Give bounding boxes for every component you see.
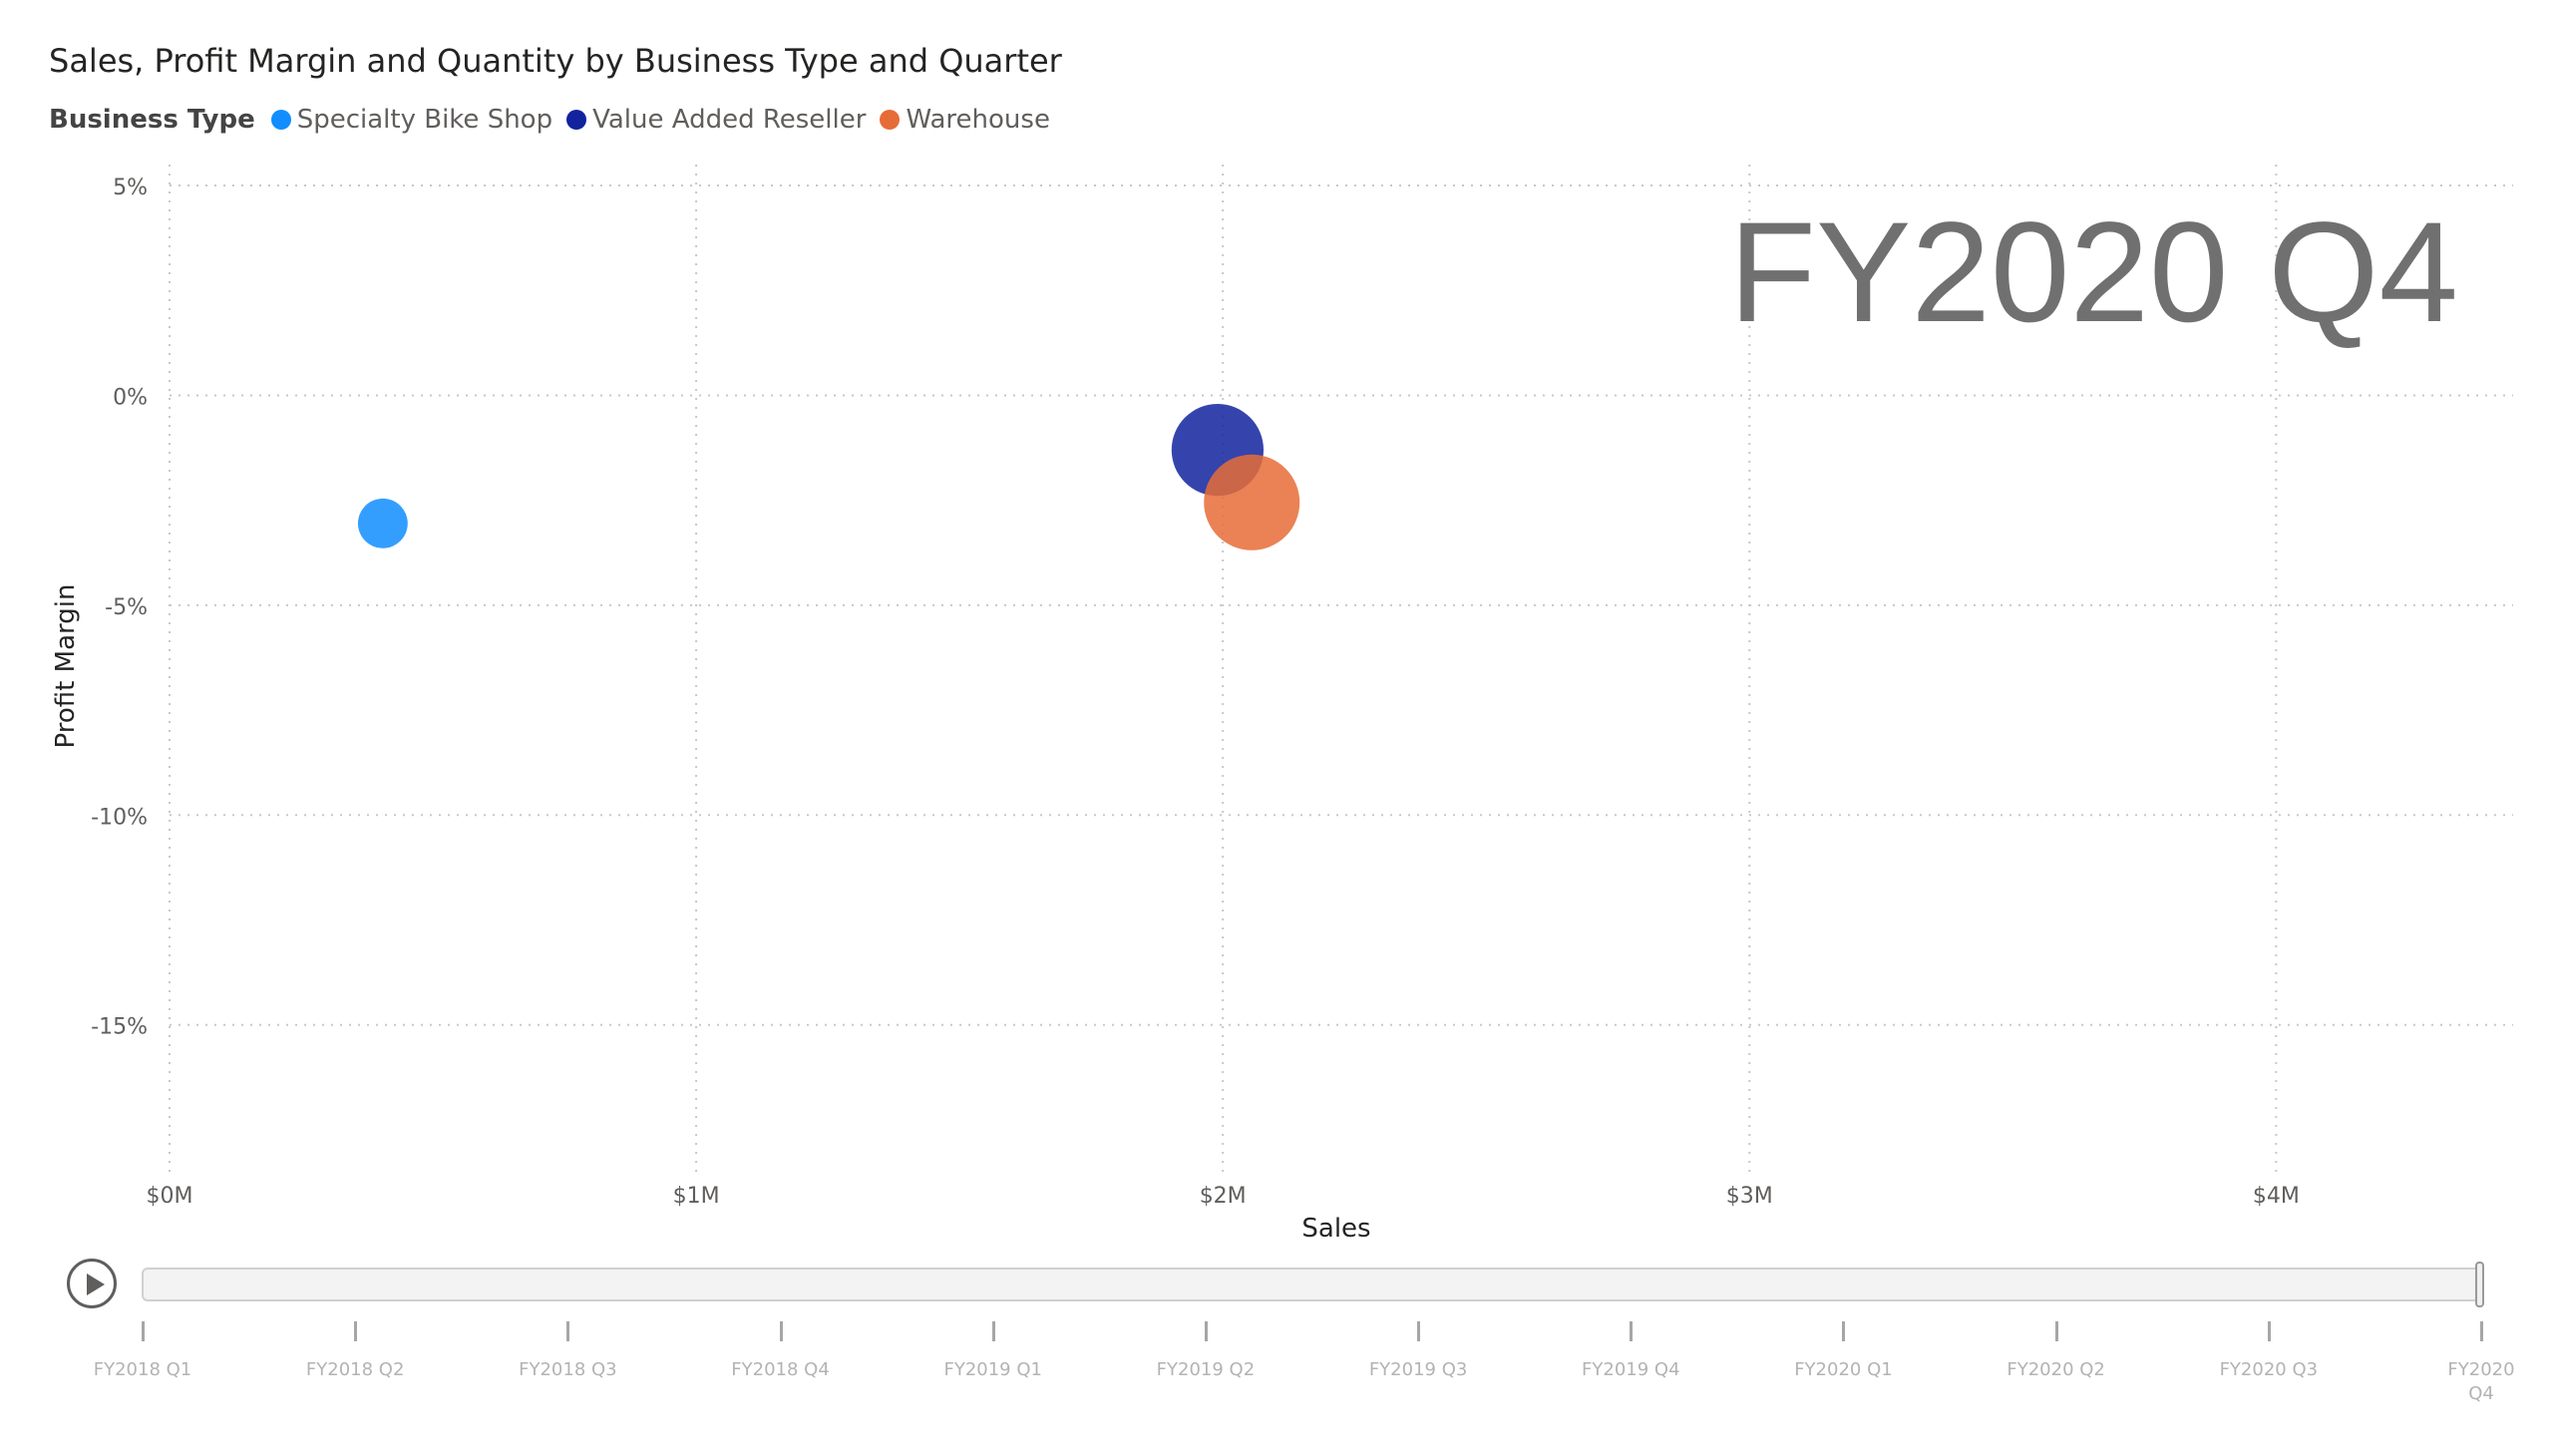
x-tick-label: $4M bbox=[2253, 1184, 2300, 1209]
axis-ticks: 5% 0% -5% -10% -15% $0M $1M $2M $3M $4M bbox=[91, 176, 2300, 1209]
legend-marker bbox=[880, 110, 901, 130]
timeline-label[interactable]: FY2019 Q2 bbox=[1156, 1359, 1256, 1380]
legend-label: Value Added Reseller bbox=[592, 105, 867, 135]
x-tick-label: $2M bbox=[1200, 1184, 1247, 1209]
y-tick-label: 5% bbox=[113, 176, 148, 200]
legend-label: Specialty Bike Shop bbox=[296, 105, 553, 135]
legend-marker bbox=[566, 110, 587, 130]
timeline-label[interactable]: FY2018 Q2 bbox=[305, 1359, 405, 1380]
timeline-label[interactable]: FY2020 Q2 bbox=[2006, 1359, 2105, 1380]
bubbles[interactable] bbox=[357, 404, 1300, 550]
play-axis-slider-handle[interactable] bbox=[2475, 1262, 2484, 1307]
timeline-tick bbox=[1630, 1321, 1634, 1341]
chart-title: Sales, Profit Margin and Quantity by Bus… bbox=[49, 42, 1062, 80]
x-tick-label: $3M bbox=[1726, 1184, 1773, 1209]
timeline-tick bbox=[566, 1321, 570, 1341]
y-tick-label: -15% bbox=[91, 1015, 148, 1040]
y-tick-label: -10% bbox=[91, 805, 148, 830]
timeline-tick bbox=[1417, 1321, 1421, 1341]
timeline-label[interactable]: FY2020 Q3 bbox=[2219, 1359, 2319, 1380]
bubble-specialty-bike-shop[interactable] bbox=[357, 498, 408, 548]
y-axis-title: Profit Margin bbox=[51, 584, 81, 749]
timeline-tick bbox=[2267, 1321, 2271, 1341]
timeline-label[interactable]: FY2019 Q3 bbox=[1368, 1359, 1468, 1380]
timeline-label[interactable]: FY2020 Q4 bbox=[2447, 1359, 2515, 1404]
timeline-tick bbox=[779, 1321, 783, 1341]
legend-item-value-added-reseller[interactable]: Value Added Reseller bbox=[566, 105, 866, 135]
timeline-tick bbox=[991, 1321, 995, 1341]
timeline-label[interactable]: FY2020 Q1 bbox=[1794, 1359, 1893, 1380]
legend-item-warehouse[interactable]: Warehouse bbox=[880, 105, 1050, 135]
bubble-warehouse[interactable] bbox=[1204, 454, 1300, 550]
timeline-tick bbox=[354, 1321, 358, 1341]
y-tick-label: 0% bbox=[113, 385, 148, 410]
y-tick-label: -5% bbox=[105, 595, 148, 620]
timeline-tick bbox=[2054, 1321, 2058, 1341]
timeline-label[interactable]: FY2018 Q3 bbox=[519, 1359, 617, 1380]
legend: Business Type Specialty Bike Shop Value … bbox=[49, 105, 1064, 135]
timeline-tick bbox=[142, 1321, 145, 1341]
play-icon bbox=[87, 1274, 105, 1295]
legend-marker bbox=[270, 110, 291, 130]
timeline-tick bbox=[1204, 1321, 1208, 1341]
timeline-tick bbox=[2480, 1321, 2483, 1341]
x-axis-title: Sales bbox=[1301, 1214, 1370, 1244]
play-button[interactable] bbox=[67, 1259, 117, 1308]
legend-label: Warehouse bbox=[906, 105, 1050, 135]
x-tick-label: $0M bbox=[147, 1184, 193, 1209]
legend-title: Business Type bbox=[49, 105, 255, 135]
timeline-label[interactable]: FY2019 Q1 bbox=[943, 1359, 1042, 1380]
play-axis-slider-track[interactable] bbox=[142, 1268, 2483, 1301]
timeline-tick bbox=[1842, 1321, 1846, 1341]
timeline-label[interactable]: FY2018 Q4 bbox=[731, 1359, 830, 1380]
timeline-label[interactable]: FY2018 Q1 bbox=[93, 1359, 192, 1380]
timeline-label[interactable]: FY2019 Q4 bbox=[1582, 1359, 1680, 1380]
play-axis-current-label: FY2020 Q4 bbox=[1729, 193, 2458, 352]
x-tick-label: $1M bbox=[673, 1184, 720, 1209]
legend-item-specialty-bike-shop[interactable]: Specialty Bike Shop bbox=[270, 105, 553, 135]
gridlines bbox=[169, 165, 2513, 1172]
